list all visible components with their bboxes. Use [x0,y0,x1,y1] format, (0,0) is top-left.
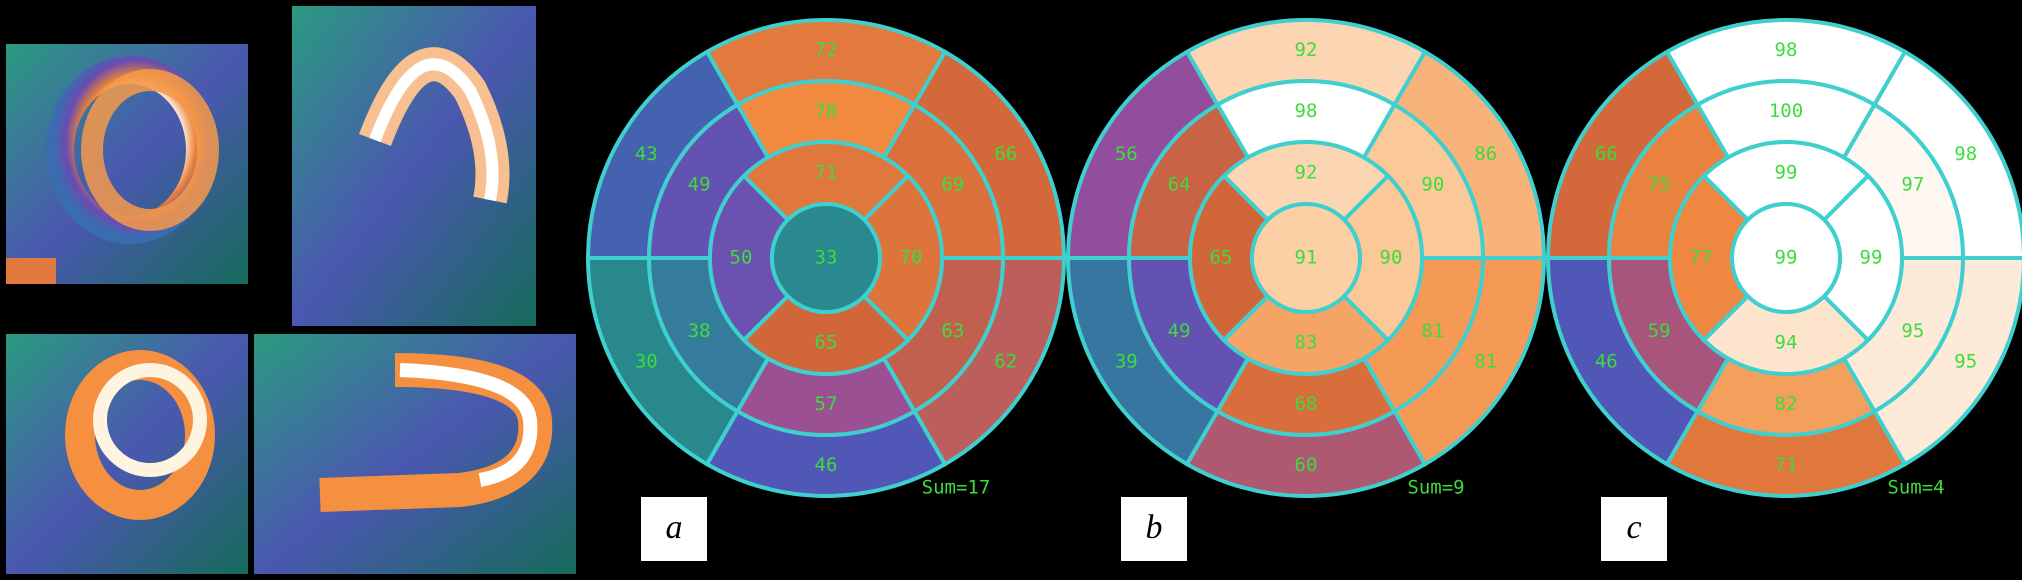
segment-value: 66 [994,143,1017,165]
segment-value: 63 [941,320,964,342]
segment-value: 57 [815,393,838,415]
segment-value: 39 [1115,350,1138,372]
segment-value: 56 [1115,143,1138,165]
segment-value: 66 [1595,143,1618,165]
slice-image [369,58,499,202]
segment-value: 71 [815,162,838,184]
segment-value: 92 [1295,162,1318,184]
segment-value: 65 [1210,247,1233,269]
segment-value: 90 [1380,247,1403,269]
segment-value: 62 [994,350,1017,372]
segment-value: 97 [1901,173,1924,195]
segment [1730,202,1842,314]
segment-value: 70 [900,247,923,269]
segment-value: 86 [1474,143,1497,165]
segment-value: 49 [1168,320,1191,342]
sum-label: Sum=4 [1887,477,1944,499]
segment-value: 81 [1421,320,1444,342]
segment-value: 30 [635,350,658,372]
segment-value: 38 [688,320,711,342]
sum-label: Sum=9 [1407,477,1464,499]
segment-value: 98 [1954,143,1977,165]
label-box [1601,497,1667,561]
segment-value: 95 [1954,350,1977,372]
segment-value: 83 [1295,332,1318,354]
slice-image [6,258,56,284]
sum-label: Sum=17 [922,477,991,499]
panel-letter: a [666,509,683,546]
segment-value: 60 [1295,454,1318,476]
segment-value: 78 [815,100,838,122]
label-box [641,497,707,561]
segment-value: 46 [815,454,838,476]
segment-value: 92 [1295,39,1318,61]
segment-value: 98 [1295,100,1318,122]
slice-images [6,6,576,574]
segment-value: 72 [815,39,838,61]
segment-value: 81 [1474,350,1497,372]
segment-value: 95 [1901,320,1924,342]
slice-image [399,363,538,487]
polar-map: 72 43 30 46 62 66 78 49 38 57 63 69 71 50 65 70 33 Sum=17… [585,18,1067,561]
segment-value: 75 [1648,173,1671,195]
label-box [1121,497,1187,561]
segment-value: 46 [1595,350,1618,372]
slice-image [93,363,207,477]
polar-map: 98 66 46 71 95 98 100 75 59 82 95 97 99 77 94 99 99 Sum=4… [1545,18,2022,561]
slice-image [81,69,219,231]
segment-value: 59 [1648,320,1671,342]
segment-value: 91 [1295,247,1318,269]
segment [770,202,882,314]
segment-value: 98 [1775,39,1798,61]
segment-value: 82 [1775,393,1798,415]
panel-letter: b [1146,509,1163,546]
segment-value: 99 [1860,247,1883,269]
segment-value: 43 [635,143,658,165]
segment-value: 99 [1775,162,1798,184]
segment-value: 33 [815,247,838,269]
segment-value: 99 [1775,247,1798,269]
segment-value: 69 [941,173,964,195]
segment-value: 90 [1421,173,1444,195]
segment-value: 94 [1775,332,1798,354]
segment-value: 100 [1769,100,1803,122]
segment-value: 50 [730,247,753,269]
segment-value: 65 [815,332,838,354]
segment-value: 77 [1690,247,1713,269]
segment-value: 64 [1168,173,1191,195]
segment-value: 49 [688,173,711,195]
segment-value: 71 [1775,454,1798,476]
segment [1250,202,1362,314]
segment-value: 68 [1295,393,1318,415]
panel-letter: c [1626,509,1641,546]
polar-map: 92 56 39 60 81 86 98 64 49 68 81 90 92 65 83 90 91 Sum=9 b [1065,18,1547,561]
